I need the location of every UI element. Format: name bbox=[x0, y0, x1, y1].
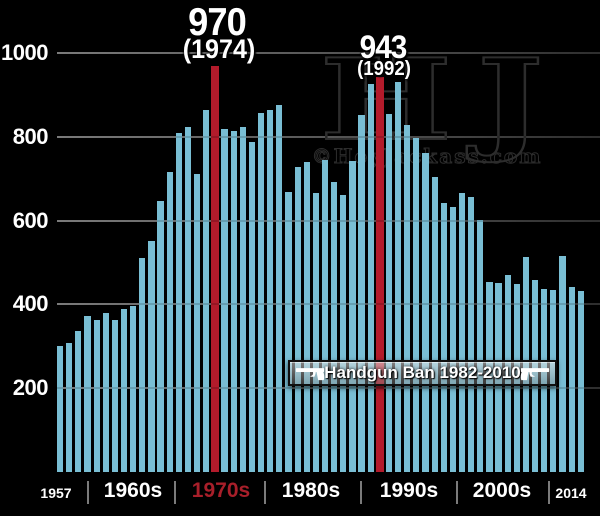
bar-1978 bbox=[248, 142, 256, 472]
bar-1959 bbox=[75, 331, 82, 472]
axis-separator bbox=[360, 481, 362, 504]
gridline-overlay-800 bbox=[57, 135, 600, 138]
bar-1970 bbox=[175, 133, 182, 472]
handgun-ban-banner: Handgun Ban 1982-2010 bbox=[288, 360, 557, 386]
bar-1998 bbox=[431, 177, 438, 472]
y-tick-400: 400 bbox=[12, 291, 49, 317]
bar-1991 bbox=[367, 84, 374, 472]
bar-1967 bbox=[148, 241, 155, 472]
y-tick-600: 600 bbox=[12, 207, 49, 233]
bar-2002 bbox=[468, 197, 475, 472]
bar-1966 bbox=[139, 258, 146, 472]
watermark-initials: HJ bbox=[318, 35, 569, 166]
bar-1988 bbox=[340, 195, 347, 472]
bar-1961 bbox=[93, 320, 100, 472]
x-tick-1990s: 1990s bbox=[379, 479, 439, 502]
gridline-600 bbox=[57, 219, 600, 222]
peak-year-1974: (1974) bbox=[182, 34, 256, 64]
gridline-200 bbox=[57, 387, 600, 390]
bar-1960 bbox=[84, 316, 91, 472]
y-tick-800: 800 bbox=[12, 123, 49, 149]
gridline-400 bbox=[57, 303, 600, 306]
bar-1976 bbox=[230, 131, 237, 472]
x-tick-1960s: 1960s bbox=[103, 479, 163, 502]
bar-1999 bbox=[440, 203, 447, 472]
x-tick-1980s: 1980s bbox=[281, 479, 341, 502]
bar-2001 bbox=[458, 193, 466, 472]
gridline-overlay-200 bbox=[57, 387, 600, 390]
bar-1979 bbox=[257, 113, 265, 472]
axis-separator bbox=[174, 481, 176, 504]
bar-1983 bbox=[294, 167, 301, 472]
bar-1984 bbox=[303, 162, 310, 472]
bar-1957 bbox=[57, 346, 64, 472]
y-tick-200: 200 bbox=[12, 375, 49, 401]
bar-1980 bbox=[267, 110, 274, 472]
bar-1994 bbox=[394, 82, 402, 472]
peak-value-1992: 943 bbox=[359, 29, 408, 65]
bar-1996 bbox=[413, 138, 420, 472]
gridline-1000 bbox=[57, 52, 600, 54]
peak-year-1992: (1992) bbox=[357, 58, 411, 80]
axis-separator bbox=[548, 481, 550, 504]
bar-1992 bbox=[375, 77, 384, 472]
x-tick-1957: 1957 bbox=[40, 485, 72, 501]
bar-1977 bbox=[239, 127, 246, 472]
gridline-overlay-1000 bbox=[57, 52, 600, 54]
gridline-overlay-400 bbox=[57, 303, 600, 306]
bar-1975 bbox=[221, 129, 228, 472]
bar-2014 bbox=[577, 291, 584, 472]
axis-separator bbox=[264, 481, 266, 504]
bar-1958 bbox=[66, 343, 73, 472]
gridline-overlay-600 bbox=[57, 219, 600, 222]
x-tick-2000s: 2000s bbox=[472, 479, 532, 502]
bar-1972 bbox=[194, 174, 201, 472]
bar-1987 bbox=[331, 182, 338, 472]
peak-value-1974: 970 bbox=[188, 1, 247, 44]
handgun-icon bbox=[295, 368, 325, 381]
bar-2013 bbox=[568, 287, 575, 472]
axis-separator bbox=[456, 481, 458, 504]
x-tick-1970s: 1970s bbox=[191, 479, 251, 502]
bar-1968 bbox=[157, 201, 164, 472]
bar-1971 bbox=[184, 127, 192, 472]
y-tick-1000: 1000 bbox=[1, 40, 48, 65]
bar-1965 bbox=[130, 306, 137, 472]
bar-1993 bbox=[385, 114, 393, 472]
bar-1969 bbox=[166, 172, 173, 472]
bar-1974 bbox=[211, 66, 220, 472]
handgun-icon bbox=[520, 368, 550, 381]
bar-1964 bbox=[120, 309, 128, 472]
bar-1985 bbox=[312, 193, 319, 472]
bar-1982 bbox=[285, 192, 292, 472]
axis-separator bbox=[87, 481, 89, 504]
bar-2003 bbox=[477, 220, 484, 472]
bar-1973 bbox=[203, 110, 210, 472]
bar-1995 bbox=[404, 125, 411, 472]
bar-1963 bbox=[111, 320, 118, 472]
gridline-800 bbox=[57, 135, 600, 138]
bar-1997 bbox=[422, 153, 429, 472]
bar-1962 bbox=[102, 313, 109, 472]
bar-2012 bbox=[559, 256, 566, 472]
bar-1981 bbox=[276, 105, 283, 472]
bar-1986 bbox=[321, 160, 329, 472]
handgun-ban-label: Handgun Ban 1982-2010 bbox=[324, 363, 521, 382]
bar-2000 bbox=[449, 207, 456, 472]
bar-1989 bbox=[349, 161, 356, 472]
x-tick-2014: 2014 bbox=[555, 485, 587, 501]
bar-1990 bbox=[358, 115, 365, 472]
